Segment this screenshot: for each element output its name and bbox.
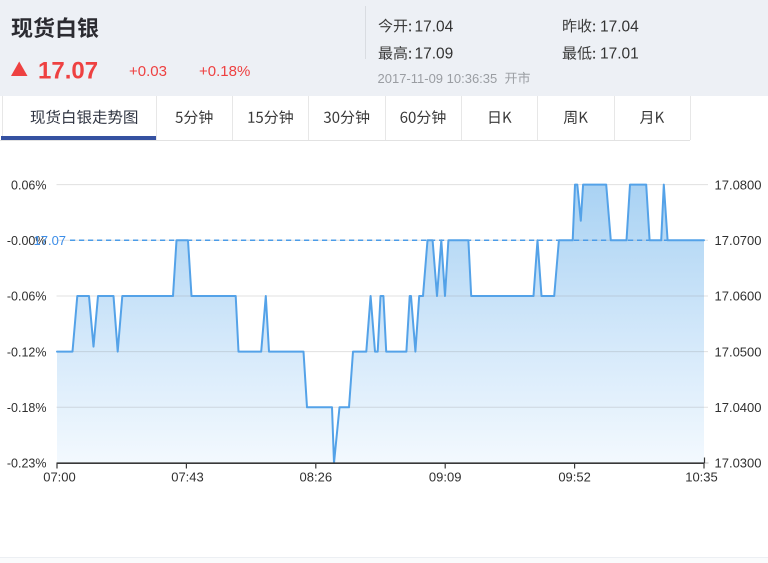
svg-text:17.09: 17.09 [415,46,454,63]
svg-text:0.06%: 0.06% [11,178,46,192]
svg-text:07:00: 07:00 [43,470,76,485]
svg-text:17.0300: 17.0300 [715,456,762,471]
svg-text:17.07: 17.07 [38,58,98,85]
svg-text:+0.03: +0.03 [129,63,167,80]
svg-text:09:52: 09:52 [558,470,591,485]
svg-text:07:43: 07:43 [171,470,204,485]
svg-text:2017-11-09 10:36:35: 2017-11-09 10:36:35 [378,71,498,86]
svg-text:17.04: 17.04 [415,18,454,35]
svg-text:10:35: 10:35 [685,470,718,485]
svg-text:-0.00%: -0.00% [7,234,47,248]
svg-text:09:09: 09:09 [429,470,462,485]
svg-text:08:26: 08:26 [300,470,333,485]
svg-text:17.0700: 17.0700 [715,233,762,248]
svg-text:+0.18%: +0.18% [199,63,250,80]
svg-text:17.0600: 17.0600 [715,289,762,304]
svg-text:17.07: 17.07 [34,233,67,248]
svg-text:-0.18%: -0.18% [7,401,47,415]
svg-text:17.01: 17.01 [600,46,639,63]
svg-text:17.0400: 17.0400 [715,400,762,415]
svg-text:-0.23%: -0.23% [7,457,47,471]
svg-text:17.0800: 17.0800 [715,177,762,192]
svg-text:17.0500: 17.0500 [715,344,762,359]
svg-text:-0.06%: -0.06% [7,290,47,304]
svg-text:17.04: 17.04 [600,18,639,35]
svg-text:-0.12%: -0.12% [7,345,47,359]
